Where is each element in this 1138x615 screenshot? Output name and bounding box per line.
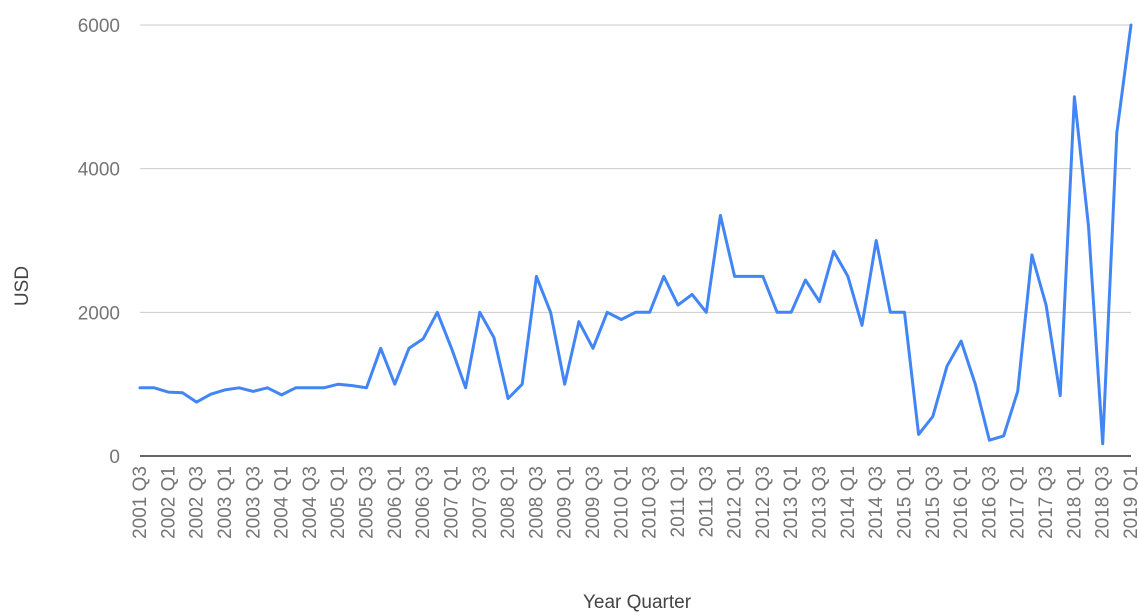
- x-tick-label: 2008 Q3: [526, 466, 547, 539]
- x-tick-label: 2009 Q1: [555, 466, 576, 539]
- y-tick-label: 4000: [78, 160, 120, 181]
- y-tick-label: 0: [109, 447, 120, 468]
- x-axis-ticks: 2001 Q3 2002 Q1 2002 Q3 2003 Q1 2003 Q3 2004 …: [130, 466, 1138, 539]
- x-tick-label: 2018 Q3: [1093, 466, 1114, 539]
- x-tick-label: 2018 Q1: [1064, 466, 1085, 539]
- x-tick-label: 2005 Q3: [357, 466, 378, 539]
- x-tick-label: 2012 Q3: [753, 466, 774, 539]
- x-tick-label: 2013 Q1: [781, 466, 802, 539]
- x-tick-label: 2002 Q1: [158, 466, 179, 539]
- series-line: [138, 23, 1133, 446]
- x-tick-label: 2013 Q3: [810, 466, 831, 539]
- x-tick-label: 2011 Q3: [696, 466, 717, 537]
- x-tick-label: 2007 Q3: [470, 466, 491, 539]
- x-tick-label: 2016 Q1: [951, 466, 972, 539]
- y-axis-ticks: 0 2000 4000 6000: [78, 16, 120, 468]
- x-tick-label: 2017 Q1: [1008, 466, 1029, 539]
- x-tick-label: 2003 Q3: [243, 466, 264, 539]
- x-tick-label: 2010 Q1: [611, 466, 632, 539]
- x-tick-label: 2004 Q3: [300, 466, 321, 539]
- x-tick-label: 2008 Q1: [498, 466, 519, 539]
- x-axis-title: Year Quarter: [583, 592, 692, 613]
- x-tick-label: 2011 Q1: [668, 466, 689, 537]
- x-tick-label: 2006 Q3: [413, 466, 434, 539]
- x-tick-label: 2015 Q1: [895, 466, 916, 539]
- y-tick-label: 6000: [78, 16, 120, 37]
- x-tick-label: 2010 Q3: [640, 466, 661, 539]
- x-tick-label: 2004 Q1: [272, 466, 293, 539]
- x-tick-label: 2014 Q3: [866, 466, 887, 539]
- x-tick-label: 2003 Q1: [215, 466, 236, 539]
- x-tick-label: 2006 Q1: [385, 466, 406, 539]
- x-tick-label: 2009 Q3: [583, 466, 604, 539]
- gridlines: [140, 24, 1131, 313]
- x-tick-label: 2014 Q1: [838, 466, 859, 539]
- x-tick-label: 2002 Q3: [187, 466, 208, 539]
- x-tick-label: 2015 Q3: [923, 466, 944, 539]
- x-tick-label: 2005 Q1: [328, 466, 349, 539]
- y-tick-label: 2000: [78, 303, 120, 324]
- y-axis-title: USD: [12, 266, 33, 306]
- x-tick-label: 2019 Q1: [1121, 466, 1138, 539]
- x-tick-label: 2017 Q3: [1036, 466, 1057, 539]
- x-tick-label: 2016 Q3: [979, 466, 1000, 539]
- x-tick-label: 2001 Q3: [130, 466, 151, 539]
- x-tick-label: 2007 Q1: [442, 466, 463, 539]
- x-tick-label: 2012 Q1: [725, 466, 746, 539]
